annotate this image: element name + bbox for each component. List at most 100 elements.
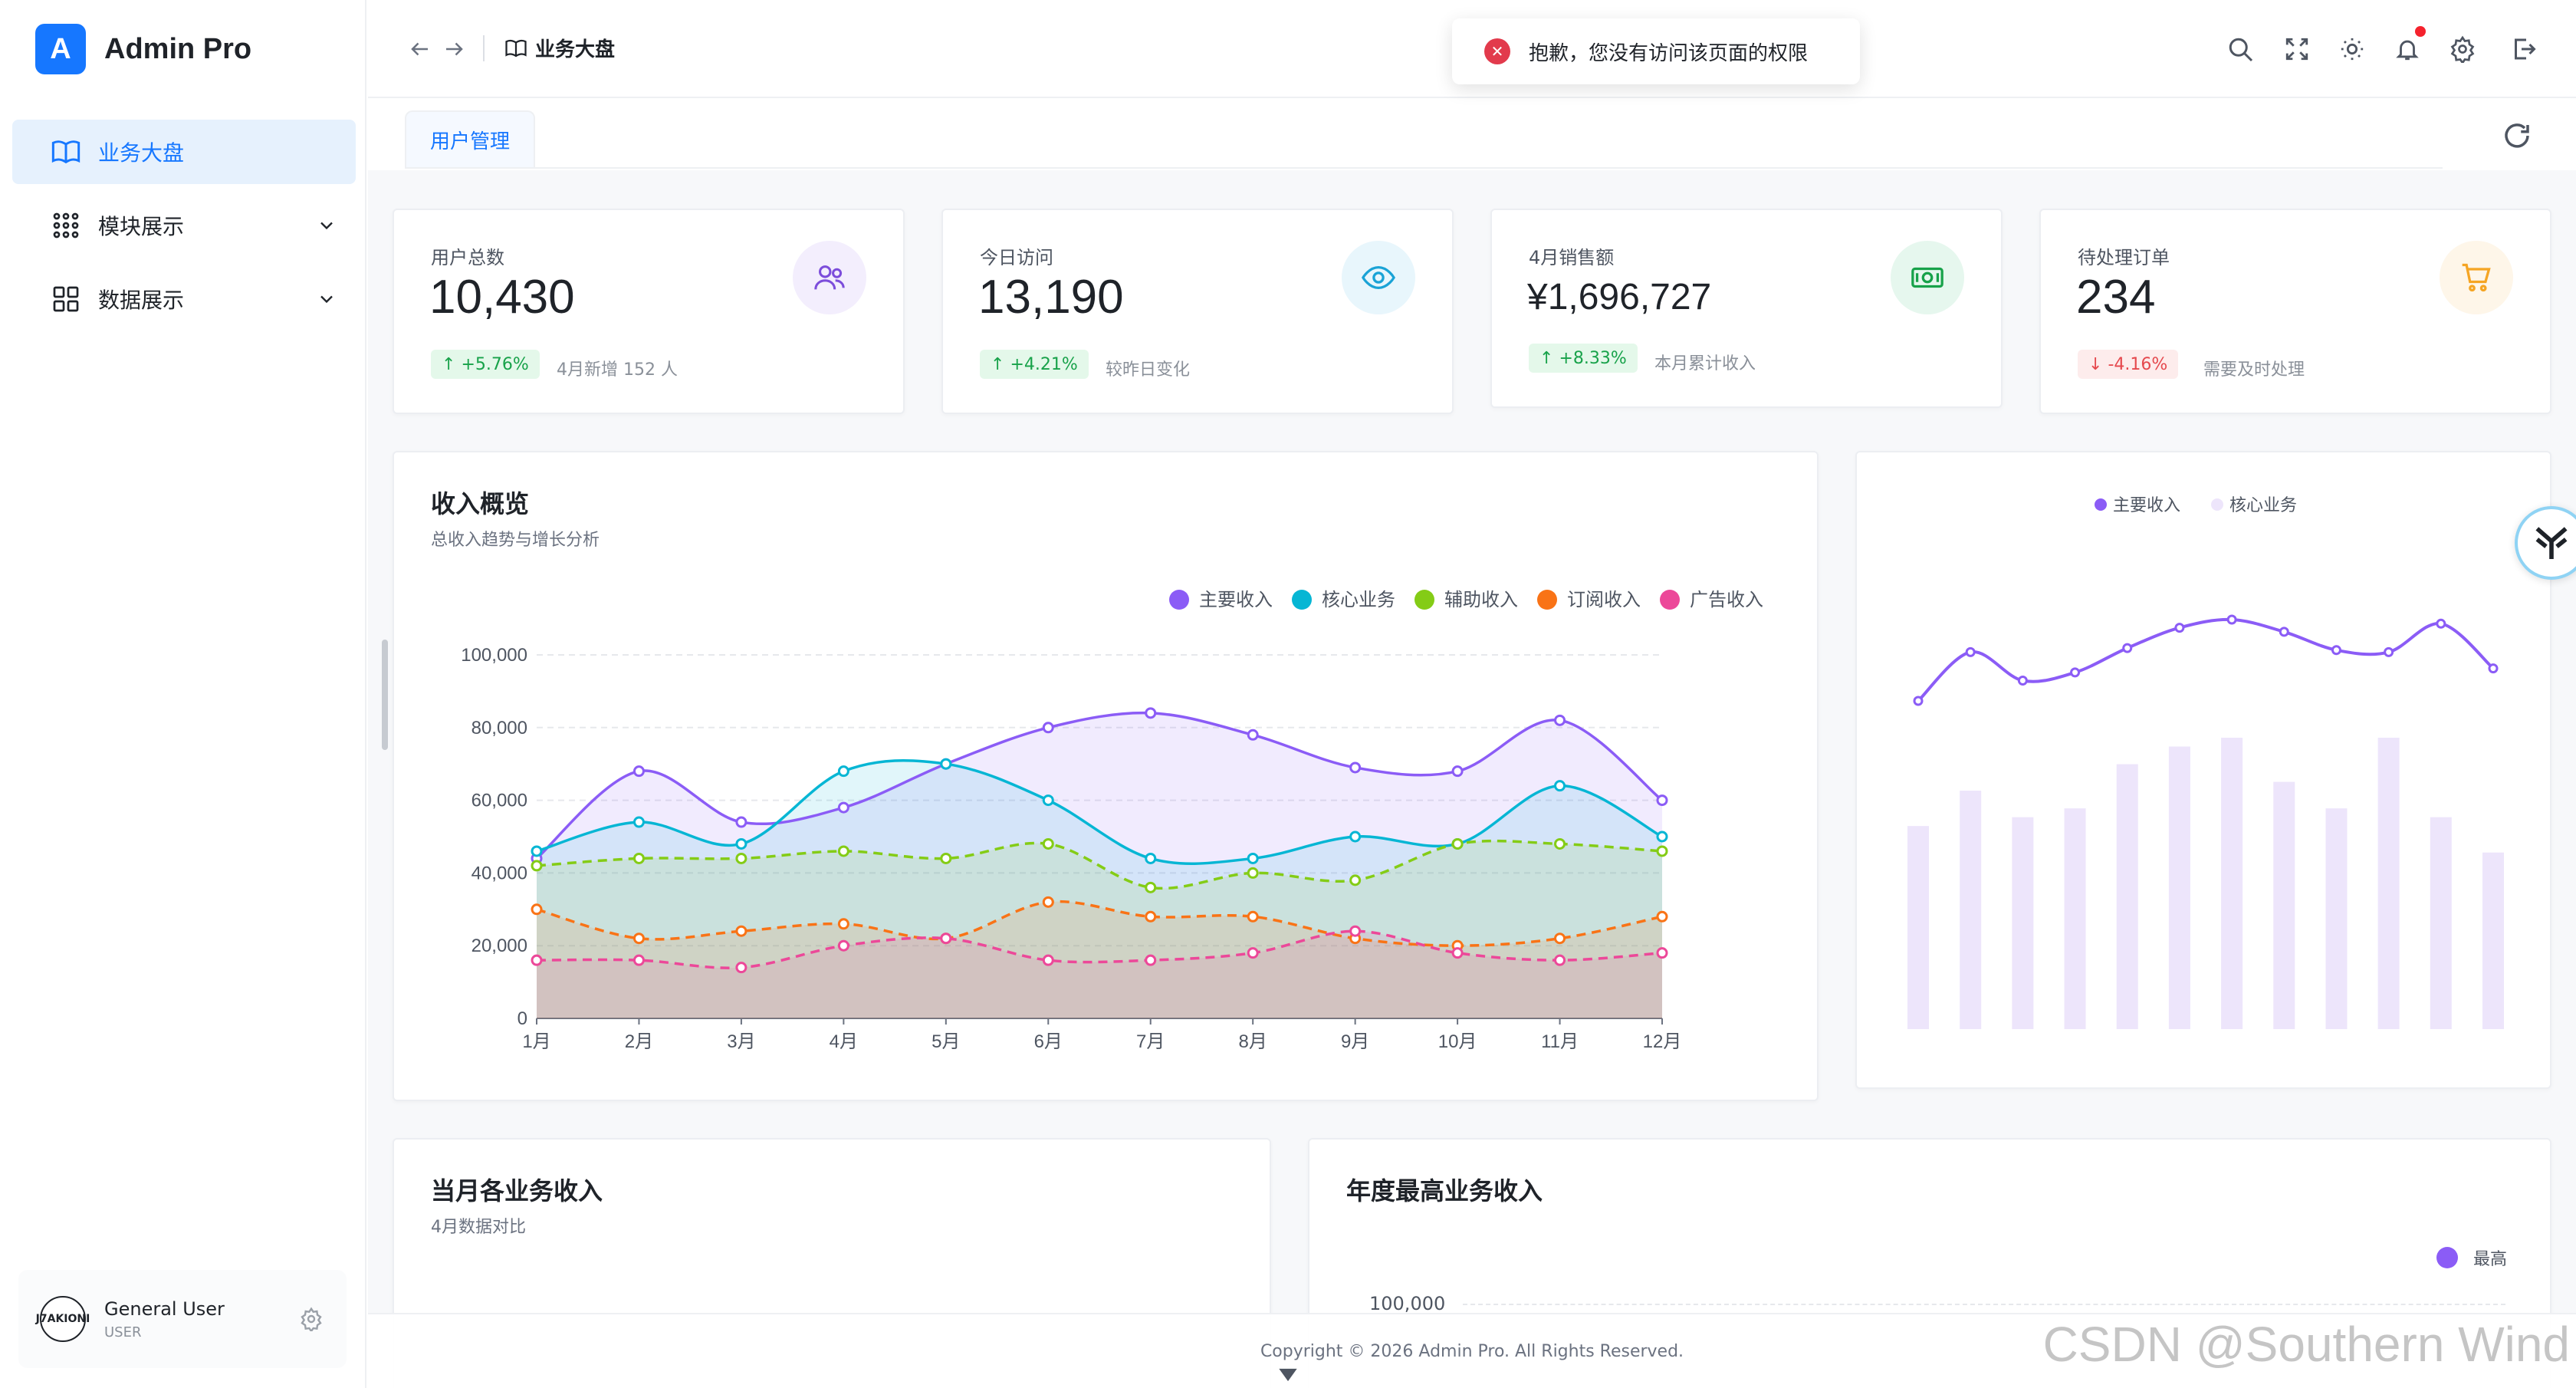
legend-label: 广告收入 bbox=[1690, 590, 1763, 610]
card-title: 年度最高业务收入 bbox=[1346, 1176, 1543, 1205]
data-point bbox=[1042, 722, 1054, 734]
refresh-icon[interactable] bbox=[2501, 120, 2533, 152]
toast-message: 抱歉，您没有访问该页面的权限 bbox=[1529, 41, 1809, 65]
bar bbox=[2168, 746, 2190, 1029]
legend-swatch bbox=[1169, 590, 1189, 610]
chevron-down-icon[interactable] bbox=[316, 288, 337, 310]
forward-arrow-icon[interactable] bbox=[439, 34, 469, 64]
y-tick-label: 40,000 bbox=[472, 863, 527, 883]
data-point bbox=[1247, 729, 1259, 741]
series-area bbox=[537, 901, 1662, 1018]
data-point bbox=[1145, 852, 1157, 864]
stat-value: ¥1,696,727 bbox=[1527, 277, 1712, 317]
stat-label: 今日访问 bbox=[980, 247, 1053, 268]
bell-icon[interactable] bbox=[2392, 34, 2423, 64]
data-point bbox=[2436, 618, 2446, 629]
data-point bbox=[1247, 910, 1259, 923]
data-point bbox=[1349, 874, 1362, 886]
stat-label: 4月销售额 bbox=[1529, 247, 1615, 268]
search-icon[interactable] bbox=[2225, 34, 2256, 64]
theme-sun-icon[interactable] bbox=[2337, 34, 2367, 64]
chevron-down-icon[interactable] bbox=[1273, 1362, 1303, 1388]
data-point bbox=[1145, 910, 1157, 923]
data-point bbox=[1145, 954, 1157, 966]
data-point bbox=[1656, 910, 1668, 923]
series-line bbox=[535, 711, 1664, 860]
x-tick-label: 10月 bbox=[1438, 1031, 1477, 1052]
data-point bbox=[2122, 643, 2133, 653]
data-point bbox=[735, 816, 748, 828]
stat-change-badge: ↑ +8.33% bbox=[1529, 344, 1638, 373]
chevron-down-icon[interactable] bbox=[316, 215, 337, 236]
legend-label: 主要收入 bbox=[2113, 495, 2180, 515]
error-icon: ✕ bbox=[1484, 38, 1510, 64]
stat-card-users: 用户总数 10,430 ↑ +5.76% 4月新增 152 人 bbox=[393, 209, 905, 414]
line-bar-combo-chart[interactable]: 主要收入 核心业务 bbox=[1857, 452, 2553, 1090]
bar bbox=[2325, 808, 2348, 1029]
chart-legend[interactable]: 最高 bbox=[2436, 1245, 2507, 1270]
legend-label: 最高 bbox=[2472, 1250, 2507, 1269]
tab-user-management[interactable]: 用户管理 bbox=[405, 110, 535, 167]
floating-assistant-button[interactable] bbox=[2515, 506, 2576, 580]
sidebar-item-data[interactable]: 数据展示 bbox=[12, 267, 356, 331]
stat-change-badge: ↓ -4.16% bbox=[2078, 350, 2179, 379]
assistant-logo-icon bbox=[2535, 527, 2568, 559]
money-icon bbox=[1891, 241, 1964, 314]
book-open-icon bbox=[51, 136, 81, 167]
series-area bbox=[537, 931, 1662, 1018]
logout-icon[interactable] bbox=[2509, 34, 2539, 64]
stat-change: +4.21% bbox=[1010, 354, 1078, 374]
data-point bbox=[632, 765, 645, 778]
stat-card-orders: 待处理订单 234 ↓ -4.16% 需要及时处理 bbox=[2039, 209, 2551, 414]
sidebar-item-modules[interactable]: 模块展示 bbox=[12, 193, 356, 258]
data-point bbox=[1247, 852, 1259, 864]
settings-icon[interactable] bbox=[2447, 34, 2478, 64]
stat-note: 4月新增 152 人 bbox=[557, 360, 678, 380]
data-point bbox=[1965, 646, 1976, 657]
resize-handle[interactable] bbox=[382, 640, 388, 750]
x-tick-label: 9月 bbox=[1341, 1031, 1369, 1052]
data-point bbox=[531, 903, 543, 916]
data-point bbox=[1042, 954, 1054, 966]
data-point bbox=[940, 932, 952, 945]
data-point bbox=[1349, 925, 1362, 937]
card-subtitle: 4月数据对比 bbox=[431, 1218, 526, 1237]
sidebar-item-dashboard[interactable]: 业务大盘 bbox=[12, 120, 356, 184]
data-point bbox=[1656, 794, 1668, 807]
notification-dot bbox=[2415, 26, 2426, 37]
revenue-area-chart[interactable]: 0 20,000 40,000 60,000 80,000 100,000 1月 2月 3月 4月… bbox=[394, 452, 1820, 1103]
fullscreen-icon[interactable] bbox=[2282, 34, 2312, 64]
x-tick-label: 8月 bbox=[1239, 1031, 1267, 1052]
x-tick-label: 2月 bbox=[625, 1031, 653, 1052]
series-area bbox=[537, 760, 1662, 1018]
user-card[interactable]: J7AKIONI General User USER bbox=[18, 1270, 347, 1368]
bar bbox=[2377, 738, 2400, 1029]
stat-label: 用户总数 bbox=[431, 247, 504, 268]
breadcrumb[interactable]: 业务大盘 bbox=[483, 34, 615, 62]
stat-note: 需要及时处理 bbox=[2203, 360, 2305, 380]
legend-swatch bbox=[2436, 1247, 2458, 1268]
stat-value: 13,190 bbox=[978, 271, 1124, 324]
back-arrow-icon[interactable] bbox=[405, 34, 435, 64]
data-point bbox=[1554, 837, 1566, 850]
data-point bbox=[1913, 696, 1924, 706]
stat-card-visits: 今日访问 13,190 ↑ +4.21% 较昨日变化 bbox=[941, 209, 1454, 414]
main-content: 用户总数 10,430 ↑ +5.76% 4月新增 152 人 今日访问 13,… bbox=[368, 170, 2576, 1388]
legend-swatch bbox=[2211, 498, 2223, 511]
card-subtitle: 总收入趋势与增长分析 bbox=[431, 531, 600, 550]
data-point bbox=[1656, 830, 1668, 843]
series-line bbox=[536, 759, 1663, 866]
legend-label: 订阅收入 bbox=[1567, 590, 1641, 610]
gear-icon[interactable] bbox=[299, 1307, 324, 1331]
x-tick-label: 12月 bbox=[1643, 1031, 1682, 1052]
data-point bbox=[940, 758, 952, 770]
series-area bbox=[537, 840, 1662, 1018]
app-logo[interactable]: A Admin Pro bbox=[35, 23, 251, 75]
data-point bbox=[2331, 645, 2341, 656]
data-point bbox=[1554, 954, 1566, 966]
data-point bbox=[1042, 837, 1054, 850]
user-role: USER bbox=[104, 1324, 142, 1340]
data-point bbox=[632, 932, 645, 945]
data-point bbox=[1554, 714, 1566, 726]
legend-label: 核心业务 bbox=[2229, 495, 2297, 515]
